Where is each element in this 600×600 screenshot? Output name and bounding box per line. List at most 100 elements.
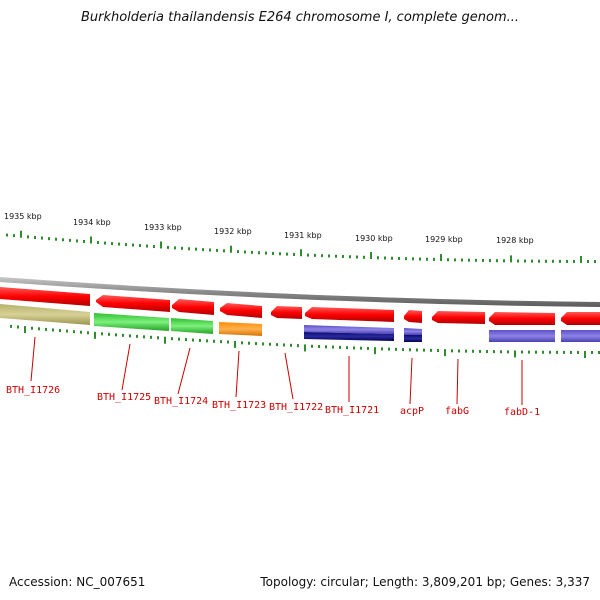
minor-tick (178, 337, 180, 341)
minor-tick (451, 349, 453, 353)
minor-tick (251, 250, 253, 254)
gene-feature-acpP-b[interactable] (404, 335, 422, 342)
minor-tick (38, 327, 40, 331)
minor-tick (325, 345, 327, 349)
minor-tick (111, 242, 113, 246)
gene-feature-acpP[interactable] (404, 328, 422, 335)
minor-tick (570, 350, 572, 354)
gene-label[interactable]: fabD-1 (504, 407, 540, 418)
minor-tick (377, 256, 379, 260)
gene-feature-BTH_I1725[interactable] (94, 313, 169, 331)
map-title: Burkholderia thailandensis E264 chromoso… (80, 10, 520, 25)
cds-feature[interactable] (271, 306, 302, 319)
minor-tick (13, 234, 15, 238)
minor-tick (115, 333, 117, 337)
gene-label[interactable]: BTH_I1725 (97, 392, 151, 403)
minor-tick (206, 339, 208, 343)
minor-tick (59, 329, 61, 333)
gene-label[interactable]: fabG (445, 406, 469, 417)
minor-tick (258, 251, 260, 255)
minor-tick (283, 343, 285, 347)
gene-label[interactable]: BTH_I1721 (325, 405, 379, 416)
minor-tick (475, 258, 477, 262)
major-tick (230, 245, 232, 253)
gene-label[interactable]: BTH_I1722 (269, 402, 323, 413)
gene-label[interactable]: BTH_I1726 (6, 385, 60, 396)
major-tick (24, 326, 26, 334)
gene-label[interactable]: acpP (400, 406, 424, 417)
minor-tick (433, 257, 435, 261)
minor-tick (167, 245, 169, 249)
gene-feature-BTH_I1723[interactable] (219, 322, 262, 336)
scale-label: 1932 kbp (214, 227, 252, 236)
minor-tick (255, 342, 257, 346)
minor-tick (458, 349, 460, 353)
minor-tick (55, 237, 57, 241)
minor-tick (157, 336, 159, 340)
minor-tick (356, 255, 358, 259)
cds-feature[interactable] (561, 312, 600, 325)
gene-feature-next[interactable] (561, 330, 600, 342)
minor-tick (332, 345, 334, 349)
cds-feature[interactable] (172, 299, 214, 315)
minor-tick (118, 242, 120, 246)
minor-tick (423, 348, 425, 352)
gene-feature-BTH_I1721-b[interactable] (304, 332, 394, 341)
cds-feature[interactable] (220, 303, 262, 318)
minor-tick (69, 238, 71, 242)
scale-label: 1933 kbp (144, 223, 182, 232)
minor-tick (549, 350, 551, 354)
gene-feature-fabD-1[interactable] (489, 330, 555, 342)
cds-feature[interactable] (305, 307, 394, 322)
minor-tick (346, 346, 348, 350)
cds-feature[interactable] (489, 312, 555, 325)
minor-tick (279, 252, 281, 256)
gene-label[interactable]: BTH_I1724 (154, 396, 208, 407)
minor-tick (538, 259, 540, 263)
minor-tick (339, 345, 341, 349)
cds-track (0, 287, 600, 325)
minor-tick (598, 350, 600, 354)
minor-tick (384, 256, 386, 260)
minor-tick (10, 324, 12, 328)
minor-tick (349, 255, 351, 259)
minor-tick (146, 244, 148, 248)
gene-feature-BTH_I1724[interactable] (171, 318, 213, 334)
minor-tick (241, 341, 243, 345)
minor-tick (587, 259, 589, 263)
minor-tick (80, 330, 82, 334)
major-tick (234, 340, 236, 348)
minor-tick (52, 328, 54, 332)
minor-tick (479, 349, 481, 353)
major-tick (160, 241, 162, 249)
gene-label[interactable]: BTH_I1723 (212, 400, 266, 411)
minor-tick (482, 258, 484, 262)
cds-feature[interactable] (0, 287, 90, 306)
minor-tick (181, 246, 183, 250)
minor-tick (171, 337, 173, 341)
minor-tick (381, 347, 383, 351)
minor-tick (104, 241, 106, 245)
minor-tick (486, 350, 488, 354)
gene-feature-BTH_I1726[interactable] (0, 304, 90, 325)
major-tick (90, 236, 92, 244)
minor-tick (195, 247, 197, 251)
minor-tick (199, 338, 201, 342)
gene-track (0, 304, 600, 342)
minor-tick (73, 330, 75, 334)
minor-tick (517, 259, 519, 263)
cds-feature[interactable] (404, 310, 422, 323)
cds-feature[interactable] (96, 295, 170, 312)
minor-tick (262, 342, 264, 346)
minor-tick (535, 350, 537, 354)
cds-feature[interactable] (432, 311, 485, 324)
minor-tick (461, 258, 463, 262)
minor-tick (496, 259, 498, 263)
major-tick (580, 255, 582, 263)
minor-tick (129, 334, 131, 338)
major-tick (374, 347, 376, 355)
minor-tick (307, 253, 309, 257)
minor-tick (328, 254, 330, 258)
minor-tick (192, 338, 194, 342)
gene-feature-BTH_I1721[interactable] (304, 325, 394, 334)
